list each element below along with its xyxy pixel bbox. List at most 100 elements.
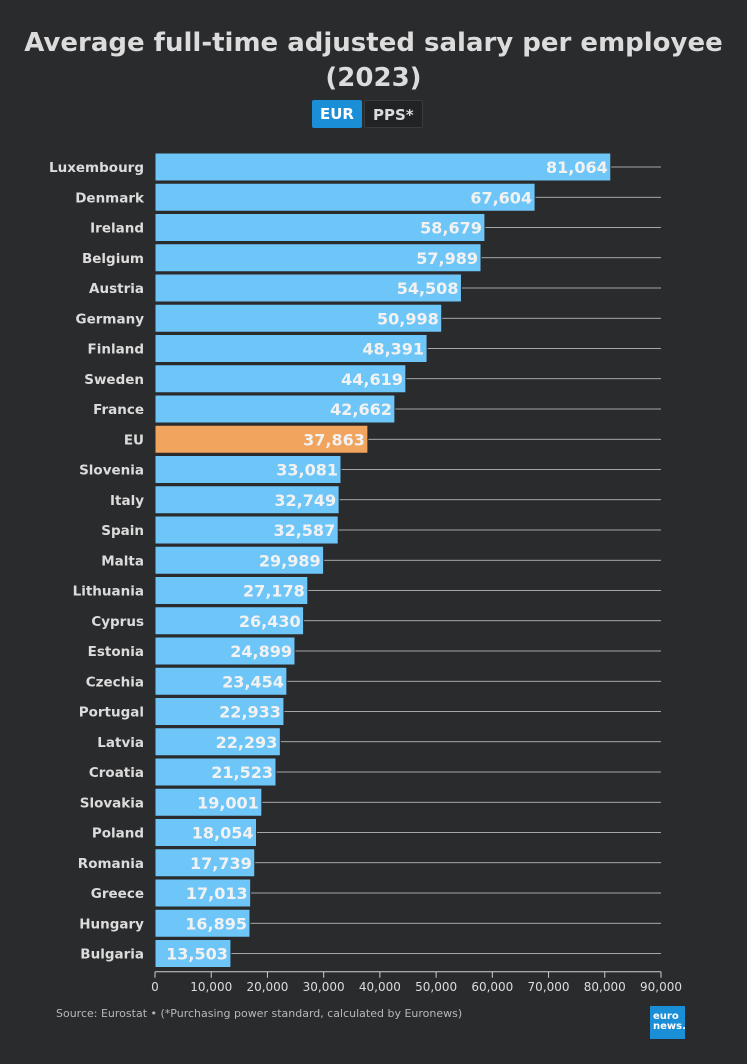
value-label: 42,662 <box>330 400 392 419</box>
bar <box>154 878 252 908</box>
category-label: Lithuania <box>73 584 144 600</box>
value-label: 67,604 <box>470 188 532 207</box>
category-label: Greece <box>91 886 144 902</box>
value-label: 27,178 <box>243 582 305 601</box>
value-label: 17,739 <box>190 854 252 873</box>
category-label: Finland <box>88 342 144 358</box>
value-label: 44,619 <box>341 370 403 389</box>
category-label: Germany <box>76 311 145 327</box>
value-label: 29,989 <box>259 551 321 570</box>
bar <box>154 606 305 636</box>
bar <box>154 273 462 303</box>
category-label: Slovakia <box>80 795 144 811</box>
value-label: 48,391 <box>362 340 424 359</box>
value-label: 17,013 <box>186 884 248 903</box>
value-label: 54,508 <box>397 279 459 298</box>
category-label: Romania <box>78 856 144 872</box>
bar <box>154 455 342 484</box>
bar-chart: Luxembourg 81,064 Denmark 67,604 Ireland 58,6… <box>49 152 682 994</box>
category-label: Malta <box>101 553 144 569</box>
category-label: Luxembourg <box>49 160 144 176</box>
value-label: 81,064 <box>546 158 608 177</box>
category-label: Ireland <box>90 221 144 237</box>
bar <box>154 243 482 273</box>
category-label: Cyprus <box>91 614 144 630</box>
x-tick-label: 10,000 <box>190 980 232 994</box>
bar <box>154 364 407 394</box>
x-tick-label: 20,000 <box>246 980 288 994</box>
value-label: 37,863 <box>303 430 365 449</box>
value-label: 58,679 <box>420 219 482 238</box>
category-label: Austria <box>89 281 144 297</box>
category-label: Latvia <box>97 735 144 751</box>
value-label: 33,081 <box>276 461 338 480</box>
bar <box>154 424 369 454</box>
category-label: Belgium <box>82 251 144 267</box>
value-label: 50,998 <box>377 309 439 328</box>
x-tick-label: 50,000 <box>415 980 457 994</box>
bar <box>154 787 263 817</box>
bar <box>154 757 277 787</box>
value-label: 22,933 <box>219 703 281 722</box>
category-label: Sweden <box>84 372 144 388</box>
category-label: France <box>93 402 144 418</box>
bar <box>154 303 443 333</box>
bar <box>154 213 486 242</box>
bar <box>154 152 612 182</box>
bar <box>154 727 281 757</box>
bar <box>154 576 309 605</box>
category-label: Croatia <box>89 765 144 781</box>
bar <box>154 182 536 212</box>
value-label: 23,454 <box>222 672 284 691</box>
x-tick-label: 0 <box>151 980 159 994</box>
x-tick-label: 70,000 <box>528 980 570 994</box>
category-label: Denmark <box>75 190 145 206</box>
pps-button[interactable]: PPS* <box>363 100 423 128</box>
category-label: EU <box>124 432 144 448</box>
eur-button[interactable]: EUR <box>312 100 362 128</box>
value-label: 13,503 <box>166 945 228 964</box>
bar <box>154 545 325 575</box>
value-label: 22,293 <box>216 733 278 752</box>
category-label: Slovenia <box>79 463 144 479</box>
bar <box>154 697 285 726</box>
bar <box>154 666 288 696</box>
bar <box>154 939 232 968</box>
x-tick-label: 90,000 <box>640 980 682 994</box>
category-label: Czechia <box>86 674 144 690</box>
bar <box>154 818 258 847</box>
x-tick-label: 30,000 <box>303 980 345 994</box>
x-tick-label: 80,000 <box>584 980 626 994</box>
value-label: 21,523 <box>211 763 273 782</box>
category-label: Estonia <box>88 644 144 660</box>
bar <box>154 908 251 938</box>
category-label: Bulgaria <box>80 947 144 963</box>
bar <box>154 334 428 363</box>
category-label: Portugal <box>79 705 144 721</box>
bar <box>154 636 296 666</box>
bar <box>154 485 340 515</box>
source-note: Source: Eurostat • (*Purchasing power st… <box>56 1007 463 1020</box>
bar <box>154 394 396 424</box>
x-tick-label: 40,000 <box>359 980 401 994</box>
category-label: Italy <box>110 493 144 509</box>
x-tick-label: 60,000 <box>471 980 513 994</box>
value-label: 24,899 <box>230 642 292 661</box>
logo-line-2: news. <box>653 1021 686 1032</box>
bar <box>154 515 339 545</box>
value-label: 32,587 <box>273 521 335 540</box>
category-label: Spain <box>101 523 144 539</box>
value-label: 57,989 <box>416 249 478 268</box>
value-label: 19,001 <box>197 793 259 812</box>
chart-title: Average full-time adjusted salary per em… <box>24 28 723 93</box>
bar <box>154 848 256 878</box>
value-label: 16,895 <box>185 914 247 933</box>
logo-line-1: euro <box>653 1011 679 1022</box>
value-label: 32,749 <box>274 491 336 510</box>
category-label: Poland <box>92 826 144 842</box>
currency-toggle: EUR PPS* <box>312 100 423 128</box>
category-label: Hungary <box>79 916 144 932</box>
value-label: 18,054 <box>192 824 254 843</box>
euronews-logo: euro news. <box>650 1006 686 1039</box>
value-label: 26,430 <box>239 612 301 631</box>
